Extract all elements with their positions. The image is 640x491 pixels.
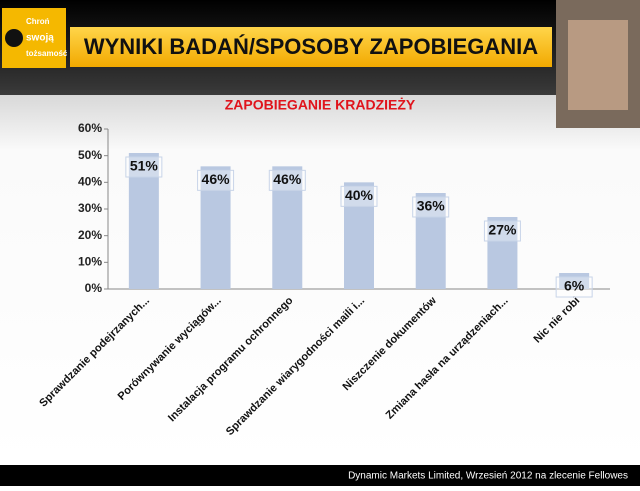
chart-title: ZAPOBIEGANIE KRADZIEŻY (225, 97, 416, 113)
source-note: Dynamic Markets Limited, Wrzesień 2012 n… (348, 471, 628, 482)
bar (128, 153, 159, 289)
logo-icon (5, 29, 23, 47)
data-label: 6% (564, 278, 585, 294)
bar (272, 166, 303, 289)
y-tick-label: 40% (78, 175, 102, 189)
logo-text: Chroń (26, 17, 50, 26)
data-label: 46% (273, 171, 302, 187)
data-label-box (268, 169, 306, 191)
logo-text: tożsamość (26, 49, 68, 58)
bar (487, 217, 518, 289)
y-tick-label: 0% (85, 281, 103, 295)
data-label: 46% (202, 171, 231, 187)
data-label-box (125, 156, 163, 178)
data-label-box (197, 169, 235, 191)
y-tick-label: 10% (78, 255, 102, 269)
title-banner (70, 27, 552, 67)
data-label: 51% (130, 158, 159, 174)
slide-title: WYNIKI BADAŃ/SPOSOBY ZAPOBIEGANIA (84, 34, 538, 59)
bar (200, 166, 231, 289)
data-label-box (483, 220, 521, 242)
bar (415, 193, 446, 289)
footer-band (0, 465, 640, 486)
bar (344, 182, 374, 289)
logo-text: swoją (26, 33, 54, 44)
y-tick-label: 30% (78, 201, 102, 215)
data-label: 27% (488, 222, 517, 238)
photo-face (568, 20, 628, 110)
content-area (0, 95, 640, 465)
data-label-box (340, 185, 378, 207)
y-tick-label: 50% (78, 148, 102, 162)
data-label-box (412, 196, 450, 218)
data-label-box (555, 276, 593, 298)
data-label: 40% (345, 187, 374, 203)
y-tick-label: 20% (78, 228, 102, 242)
y-tick-label: 60% (78, 121, 102, 135)
data-label: 36% (417, 198, 446, 214)
